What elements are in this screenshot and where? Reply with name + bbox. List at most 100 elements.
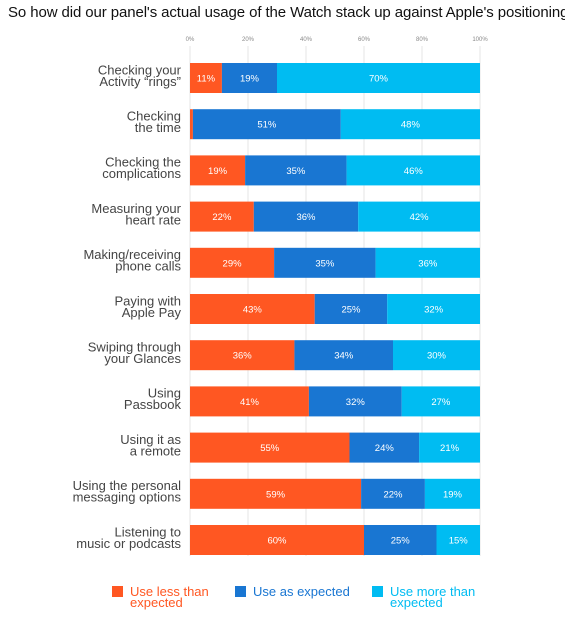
bar-segment — [308, 386, 402, 417]
bar-segment — [340, 109, 480, 140]
category-label: Swiping through — [88, 339, 181, 354]
bar-segment — [190, 294, 315, 324]
bar-segment — [393, 340, 480, 371]
category-label: heart rate — [125, 212, 181, 227]
category-label: Activity “rings” — [99, 74, 181, 89]
category-label: Listening to — [115, 524, 182, 539]
category-label: Making/receiving — [83, 247, 181, 262]
category-label: Checking the — [105, 155, 181, 170]
bar-segment — [221, 63, 277, 93]
legend-label: Use less than expected — [130, 584, 209, 609]
data-label: 36% — [418, 258, 438, 269]
bar-segment — [314, 294, 388, 324]
data-label: 42% — [410, 212, 430, 223]
data-label: 48% — [401, 120, 421, 131]
data-label: 11% — [197, 74, 216, 85]
category-label: Paying with — [115, 293, 181, 308]
data-label: 35% — [315, 258, 335, 269]
x-axis-ticks: 0% 20% 40% 60% 80% 100% — [186, 37, 489, 43]
category-label: complications — [102, 166, 181, 181]
bar-segment — [190, 247, 275, 278]
bar-segment — [401, 386, 480, 417]
data-label: 29% — [223, 258, 243, 269]
bar-segment — [277, 63, 480, 93]
bar-segment — [349, 432, 420, 463]
data-label: 43% — [243, 305, 263, 316]
data-label: 32% — [346, 397, 366, 408]
x-tick-label: 60% — [358, 37, 371, 43]
data-label: 36% — [296, 212, 316, 223]
category-label: a remote — [130, 443, 181, 458]
x-tick-label: 100% — [472, 37, 488, 43]
legend-swatch — [372, 586, 383, 597]
data-label: 19% — [208, 166, 228, 177]
bar-segment — [419, 432, 480, 463]
data-label: 34% — [334, 351, 354, 362]
category-label: Using — [148, 386, 181, 401]
bar-segment — [375, 247, 480, 278]
category-label: phone calls — [115, 259, 181, 274]
legend-swatch — [112, 586, 123, 597]
legend-label-line: Use less than — [130, 584, 209, 599]
bar-segment — [274, 247, 376, 278]
bar-segment — [424, 478, 480, 509]
data-label: 24% — [375, 443, 395, 454]
data-label: 70% — [369, 74, 389, 85]
data-label: 27% — [431, 397, 451, 408]
bar-segment — [361, 478, 425, 509]
legend-label-line: Use more than — [390, 584, 476, 599]
data-label: 21% — [440, 443, 460, 454]
data-label: 32% — [424, 305, 444, 316]
bar-segment — [190, 386, 309, 417]
data-label: 36% — [233, 351, 253, 362]
bar-segment — [358, 201, 480, 232]
bar-segment — [245, 155, 347, 186]
bar-segment — [190, 63, 222, 93]
category-label: the time — [135, 120, 181, 135]
data-label: 59% — [266, 489, 286, 500]
legend-label: Use as expected — [253, 584, 350, 599]
category-label: music or podcasts — [76, 536, 181, 551]
data-label: 25% — [341, 305, 361, 316]
legend-swatch — [235, 586, 246, 597]
data-label: 19% — [240, 74, 260, 85]
category-label: Passbook — [124, 397, 182, 412]
category-label: Using it as — [120, 432, 181, 447]
x-tick-label: 40% — [300, 37, 313, 43]
legend-label-line: Use as expected — [253, 584, 350, 599]
bar-segment — [190, 525, 364, 555]
bar-segment — [253, 201, 359, 232]
data-label: 15% — [449, 536, 469, 547]
x-tick-label: 20% — [242, 37, 255, 43]
data-label: 46% — [404, 166, 424, 177]
bar-segment — [436, 525, 480, 555]
bar-segment — [192, 109, 341, 140]
bar-segment — [346, 155, 480, 186]
bar-segment — [387, 294, 480, 324]
data-label: 25% — [391, 536, 411, 547]
data-label: 35% — [286, 166, 306, 177]
bar-segment — [294, 340, 393, 371]
bar-segment — [190, 155, 246, 186]
bar-segment — [190, 432, 350, 463]
bar-segment — [190, 478, 362, 509]
data-label: 30% — [427, 351, 447, 362]
data-label: 19% — [443, 489, 463, 500]
bar-segment — [190, 201, 254, 232]
data-label: 55% — [260, 443, 280, 454]
category-label: Apple Pay — [122, 305, 182, 320]
category-label: messaging options — [73, 490, 182, 505]
bar-segment — [190, 340, 295, 371]
bar-segment — [190, 109, 193, 140]
data-label: 22% — [383, 489, 403, 500]
category-label: your Glances — [104, 351, 181, 366]
data-label: 41% — [240, 397, 260, 408]
data-label: 51% — [257, 120, 277, 131]
x-tick-label: 80% — [416, 37, 429, 43]
legend-label-line: expected — [390, 595, 443, 610]
data-label: 60% — [267, 536, 287, 547]
x-tick-label: 0% — [186, 37, 195, 43]
category-label: Using the personal — [73, 478, 182, 493]
data-label: 22% — [212, 212, 232, 223]
